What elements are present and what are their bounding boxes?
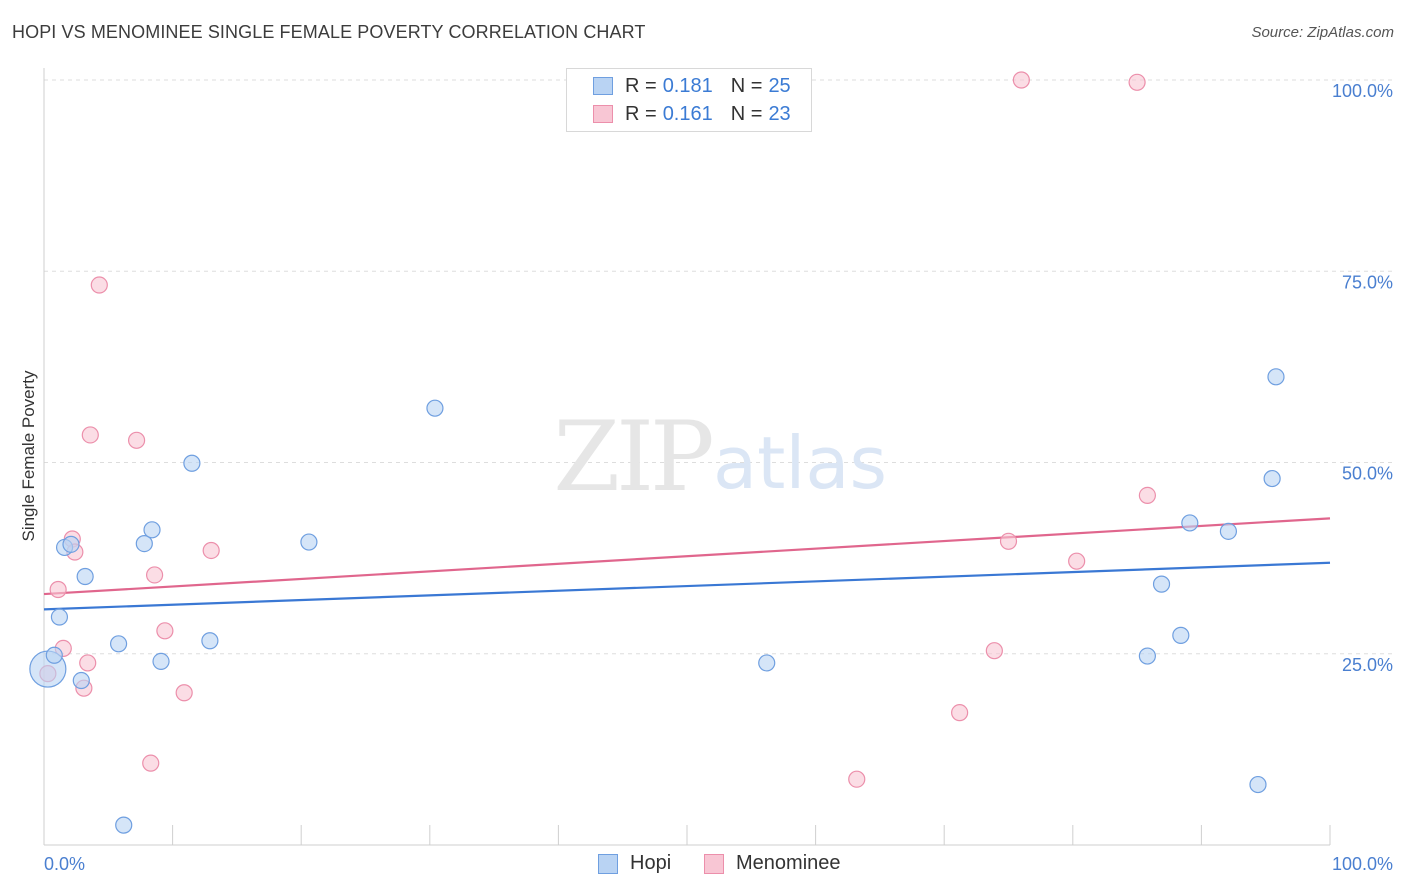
y-axis-label: Single Female Poverty (19, 370, 38, 542)
menominee-point (1068, 552, 1086, 570)
chart-title: HOPI VS MENOMINEE SINGLE FEMALE POVERTY … (12, 22, 646, 42)
hopi-point (183, 454, 201, 472)
legend-series: Hopi Menominee (0, 852, 1406, 878)
hopi-point (45, 646, 63, 664)
hopi-point (426, 399, 444, 417)
hopi-point (1267, 368, 1285, 386)
y-tick-label: 25.0% (1342, 655, 1393, 675)
hopi-point (1249, 775, 1267, 794)
menominee-point (156, 622, 174, 640)
source-credit: Source: ZipAtlas.com (1251, 24, 1394, 41)
axes (43, 68, 1331, 846)
hopi-point (201, 632, 219, 650)
legend-stats: R = 0.181 N = 25 R = 0.161 N = 23 (566, 68, 812, 132)
n-value: 23 (768, 102, 791, 125)
r-value: 0.181 (662, 74, 713, 97)
r-label: R = (625, 102, 657, 125)
hopi-point (1263, 469, 1281, 488)
y-tick-labels: 25.0% 50.0% 75.0% 100.0% (1332, 81, 1393, 675)
n-label: N = (730, 102, 763, 125)
hopi-point (50, 608, 69, 626)
menominee-point (999, 532, 1018, 550)
menominee-point (79, 654, 97, 672)
data-points (29, 71, 1285, 834)
trend-lines (43, 517, 1331, 611)
y-tick-label: 100.0% (1332, 81, 1393, 101)
watermark-atlas: atlas (713, 421, 887, 505)
legend-item-hopi[interactable]: Hopi (598, 852, 671, 875)
menominee-point (1012, 71, 1030, 89)
n-value: 25 (768, 74, 791, 97)
menominee-swatch (593, 105, 613, 123)
hopi-point (758, 654, 776, 672)
menominee-swatch (704, 853, 724, 874)
r-value: 0.161 (662, 102, 713, 125)
legend-row-menominee: R = 0.161 N = 23 (593, 101, 791, 127)
y-tick-label: 75.0% (1342, 272, 1393, 292)
menominee-point (81, 426, 99, 444)
watermark: ZIP atlas (553, 401, 887, 513)
grid-lines (44, 79, 1392, 655)
menominee-point (951, 704, 969, 722)
watermark-zip: ZIP (553, 401, 712, 513)
menominee-point (127, 431, 146, 449)
x-tick-label: 0.0% (44, 854, 85, 874)
y-tick-label: 50.0% (1342, 464, 1393, 484)
hopi-point (109, 635, 128, 653)
menominee-point (145, 566, 164, 584)
menominee-point (202, 541, 220, 560)
menominee-point (985, 642, 1003, 660)
hopi-point (1181, 514, 1199, 532)
r-label: R = (625, 74, 657, 97)
legend-label-hopi: Hopi (630, 852, 672, 874)
hopi-swatch (593, 77, 613, 95)
menominee-point (90, 276, 108, 294)
hopi-point (143, 521, 161, 539)
hopi-point (76, 567, 94, 586)
menominee-point (142, 754, 160, 772)
legend-label-menominee: Menominee (736, 852, 841, 874)
hopi-point (1219, 522, 1238, 540)
hopi-swatch (598, 853, 618, 874)
n-label: N = (730, 74, 763, 97)
hopi-point (72, 671, 90, 690)
menominee-trend-line (43, 517, 1331, 596)
x-tick-label: 100.0% (1332, 854, 1393, 874)
hopi-point (1172, 626, 1190, 644)
hopi-trend-line (43, 561, 1331, 611)
hopi-point (1152, 575, 1171, 593)
hopi-point (1138, 647, 1156, 665)
hopi-point (300, 533, 318, 551)
hopi-point (62, 535, 80, 553)
menominee-point (1138, 486, 1156, 504)
legend-row-hopi: R = 0.181 N = 25 (593, 73, 791, 99)
menominee-point (175, 684, 193, 702)
menominee-point (49, 580, 67, 599)
x-tick-labels: 0.0% 100.0% (44, 854, 1393, 874)
hopi-point (152, 652, 170, 671)
hopi-point (115, 816, 133, 834)
hopi-point (135, 534, 153, 553)
menominee-point (1128, 73, 1146, 91)
menominee-point (848, 770, 866, 788)
legend-item-menominee[interactable]: Menominee (704, 852, 841, 875)
